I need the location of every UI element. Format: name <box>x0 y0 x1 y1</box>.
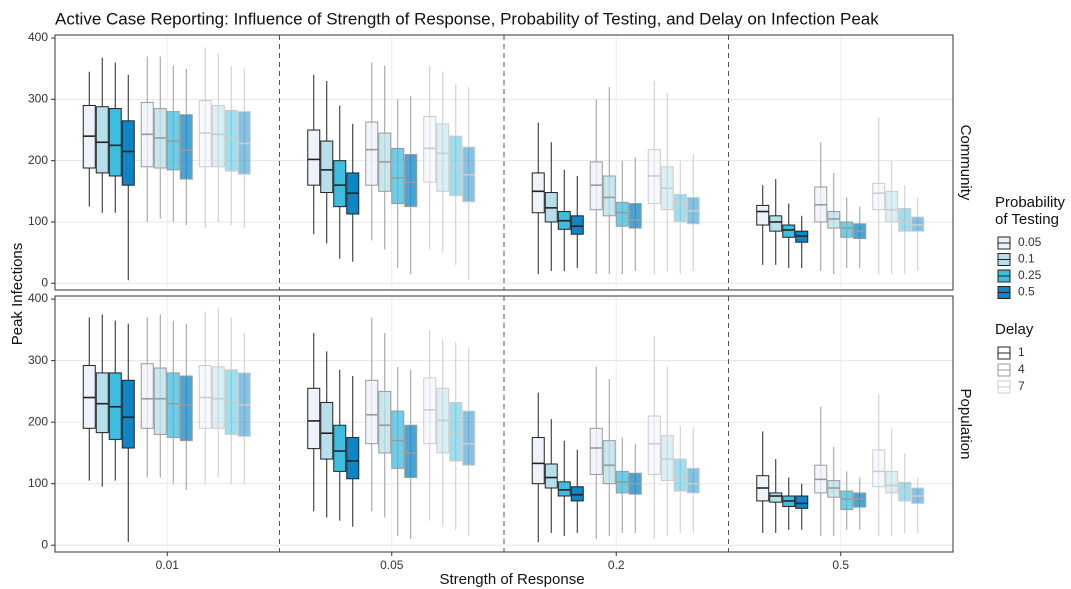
box <box>365 121 379 186</box>
box <box>346 437 360 480</box>
legend-label: 0.05 <box>1018 235 1042 249</box>
box <box>391 147 405 205</box>
y-tick-label: 300 <box>28 92 48 106</box>
y-tick-label: 200 <box>28 153 48 167</box>
y-tick-label: 300 <box>28 353 48 367</box>
box <box>391 410 405 469</box>
box <box>307 129 321 186</box>
box <box>121 379 135 449</box>
box <box>898 207 912 232</box>
box <box>320 401 334 460</box>
box <box>853 492 867 508</box>
box <box>404 424 418 479</box>
box <box>911 216 925 232</box>
y-tick-label: 0 <box>41 537 48 551</box>
legend-label: 1 <box>1018 345 1025 359</box>
box <box>570 486 584 502</box>
box <box>153 367 167 435</box>
box <box>95 372 109 434</box>
box <box>211 104 225 168</box>
y-tick-label: 100 <box>28 476 48 490</box>
box <box>531 437 545 485</box>
box <box>404 154 418 208</box>
y-tick-label: 200 <box>28 414 48 428</box>
box <box>211 366 225 429</box>
box <box>827 211 841 229</box>
box <box>872 182 886 211</box>
box <box>462 410 476 466</box>
box <box>589 427 603 475</box>
box <box>449 401 463 462</box>
box <box>544 463 558 489</box>
legend-label: 0.1 <box>1018 252 1035 266</box>
box <box>179 114 193 180</box>
box <box>840 221 854 238</box>
x-tick-label: 0.05 <box>380 558 404 572</box>
box <box>557 481 571 497</box>
facet-label: Community <box>957 125 974 201</box>
box <box>827 480 841 498</box>
box <box>320 140 334 194</box>
x-tick-label: 0.5 <box>832 558 849 572</box>
x-tick-label: 0.2 <box>608 558 625 572</box>
legend-label: 7 <box>1018 379 1025 393</box>
y-axis-label: Peak Infections <box>9 243 26 346</box>
box <box>423 377 437 445</box>
box <box>673 193 687 223</box>
box <box>307 387 321 450</box>
legend-label: 4 <box>1018 362 1025 376</box>
y-tick-label: 100 <box>28 214 48 228</box>
box <box>602 175 616 217</box>
box <box>333 424 347 472</box>
x-tick-label: 0.01 <box>156 558 180 572</box>
box <box>333 160 347 208</box>
legend-label: 0.25 <box>1018 268 1042 282</box>
box <box>95 106 109 174</box>
legend-label: 0.5 <box>1018 285 1035 299</box>
box <box>769 492 783 503</box>
facet-label: Population <box>957 389 974 460</box>
box <box>365 379 379 445</box>
box <box>179 375 193 442</box>
box <box>647 415 661 475</box>
box <box>673 458 687 492</box>
legend-title: Probability <box>995 194 1066 211</box>
box <box>885 470 899 494</box>
box <box>378 390 392 454</box>
box <box>531 172 545 214</box>
box <box>872 449 886 488</box>
box <box>660 435 674 482</box>
box <box>840 490 854 511</box>
legend-title: of Testing <box>995 211 1059 228</box>
panel-border <box>54 34 954 291</box>
box <box>602 440 616 485</box>
box <box>140 363 154 429</box>
chart-title: Active Case Reporting: Influence of Stre… <box>55 9 879 28</box>
box <box>686 467 700 494</box>
box <box>782 224 796 238</box>
box <box>615 201 629 227</box>
box <box>166 372 180 439</box>
box <box>224 109 238 172</box>
box <box>756 204 770 226</box>
box <box>769 215 783 232</box>
box <box>121 120 135 186</box>
y-tick-label: 400 <box>28 30 48 44</box>
box <box>885 190 899 223</box>
box <box>795 495 809 509</box>
legend-title: Delay <box>995 321 1034 338</box>
x-axis-label: Strength of Response <box>439 571 584 588</box>
y-tick-label: 400 <box>28 291 48 305</box>
box <box>436 123 450 192</box>
box <box>628 203 642 229</box>
box <box>570 215 584 235</box>
y-tick-label: 0 <box>41 275 48 289</box>
box <box>423 116 437 183</box>
panel-border <box>54 295 954 553</box>
box <box>108 108 122 177</box>
